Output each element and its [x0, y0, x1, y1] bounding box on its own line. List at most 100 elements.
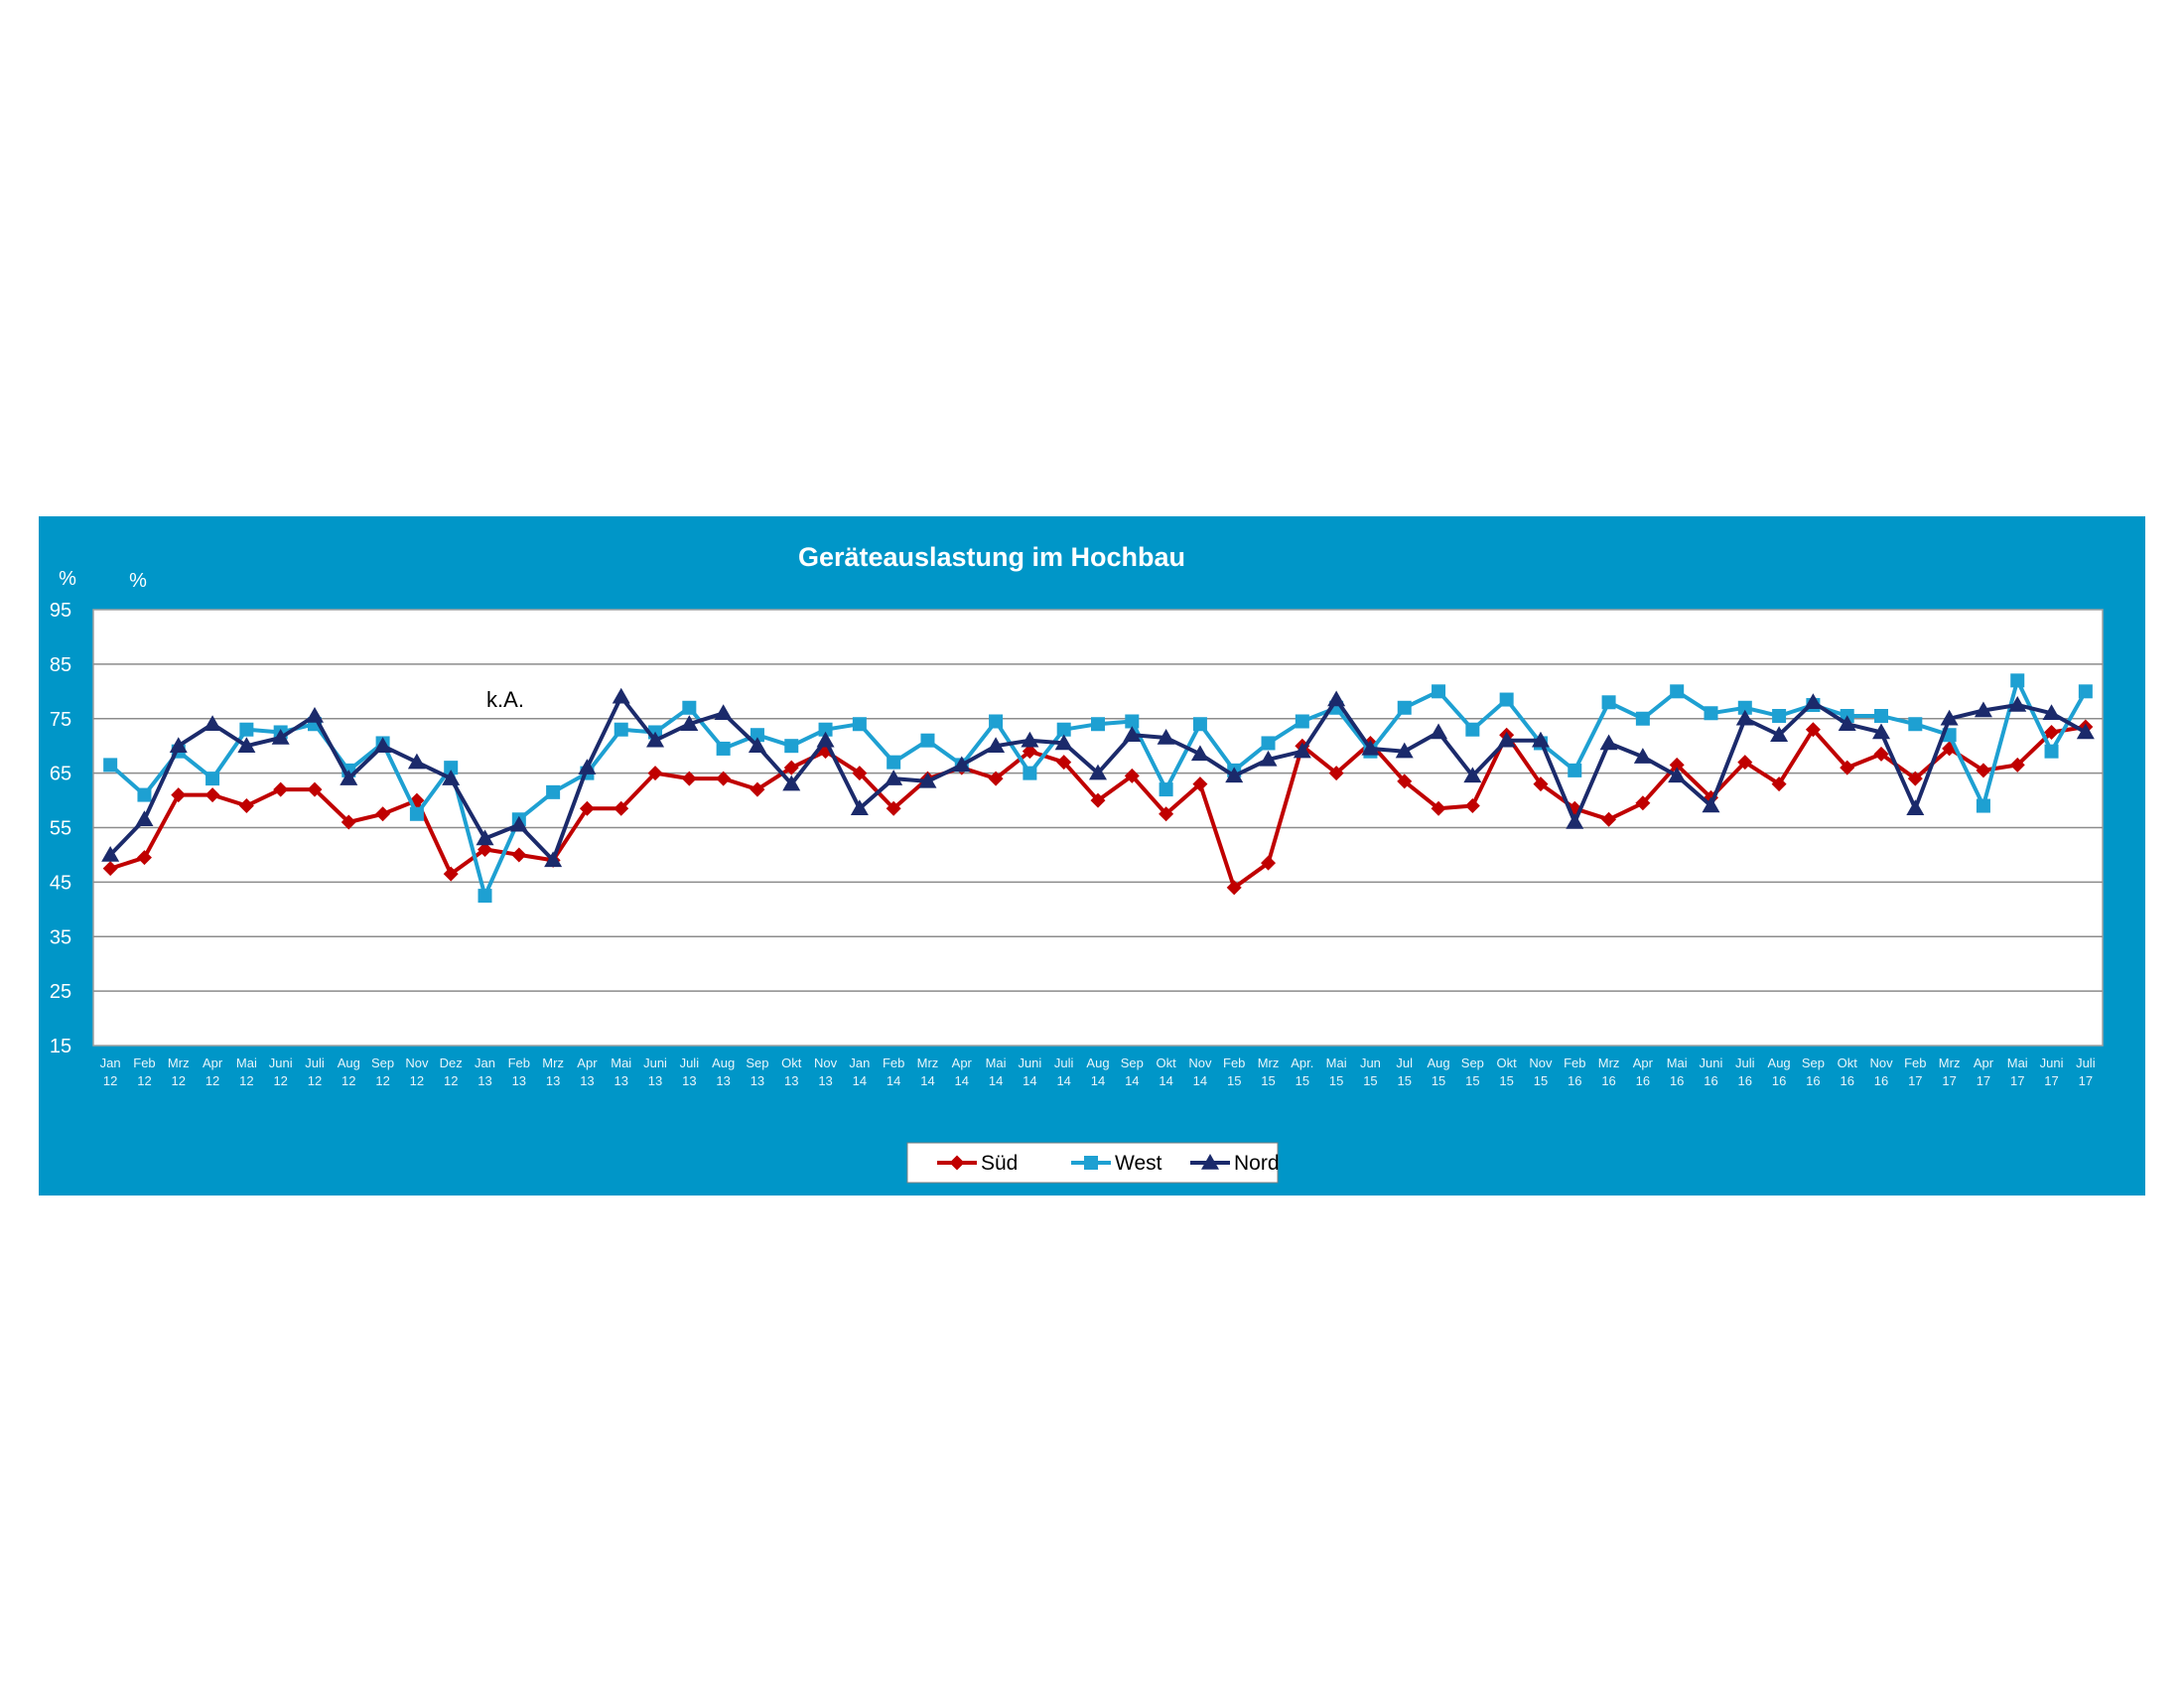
x-tick-label-year: 16: [1840, 1073, 1853, 1088]
data-point-sd: [238, 798, 254, 814]
data-point-sd: [1192, 776, 1208, 792]
x-tick-label-year: 17: [1908, 1073, 1922, 1088]
y-tick-label: 45: [50, 872, 71, 894]
data-point-sd: [307, 781, 323, 797]
x-tick-label-month: Aug: [338, 1055, 360, 1070]
data-point-nord: [1838, 715, 1856, 731]
x-tick-label-month: Mai: [611, 1055, 631, 1070]
x-tick-label-month: Okt: [1156, 1055, 1176, 1070]
data-point-nord: [1259, 750, 1278, 767]
data-point-west: [1670, 684, 1685, 699]
x-tick-label-year: 14: [989, 1073, 1003, 1088]
x-tick-label-year: 17: [1977, 1073, 1990, 1088]
x-tick-label-month: Feb: [1564, 1055, 1585, 1070]
y-tick-label: 65: [50, 764, 71, 785]
data-point-west: [2078, 684, 2093, 699]
data-point-sd: [681, 771, 697, 786]
x-tick-label-month: Nov: [1529, 1055, 1553, 1070]
data-point-sd: [988, 771, 1004, 786]
x-tick-label-year: 15: [1261, 1073, 1275, 1088]
x-tick-label-year: 14: [1193, 1073, 1207, 1088]
x-tick-label-year: 14: [853, 1073, 867, 1088]
data-point-nord: [1872, 723, 1891, 740]
x-tick-label-year: 12: [205, 1073, 219, 1088]
data-point-nord: [1735, 709, 1754, 726]
data-point-nord: [1430, 723, 1448, 740]
x-tick-label-year: 15: [1534, 1073, 1548, 1088]
legend-label: Süd: [981, 1152, 1018, 1175]
x-tick-label-month: Mai: [1667, 1055, 1688, 1070]
x-tick-label-month: Mrz: [1939, 1055, 1961, 1070]
x-tick-label-month: Mrz: [168, 1055, 190, 1070]
x-tick-label-month: Juli: [1054, 1055, 1074, 1070]
data-point-west: [750, 728, 764, 743]
x-tick-label-month: Mai: [1326, 1055, 1347, 1070]
x-tick-label-month: Nov: [1869, 1055, 1893, 1070]
x-tick-label-month: Feb: [1904, 1055, 1926, 1070]
x-tick-label-year: 13: [648, 1073, 662, 1088]
data-point-nord: [1633, 748, 1652, 764]
x-tick-label-year: 13: [716, 1073, 730, 1088]
x-tick-label-year: 13: [751, 1073, 764, 1088]
data-point-west: [818, 722, 833, 737]
x-tick-label-month: Mrz: [1258, 1055, 1280, 1070]
x-tick-label-year: 15: [1398, 1073, 1412, 1088]
data-point-nord: [1940, 709, 1959, 726]
x-tick-label-year: 15: [1432, 1073, 1445, 1088]
x-tick-label-year: 14: [1023, 1073, 1036, 1088]
data-point-west: [716, 741, 731, 756]
data-point-sd: [647, 766, 663, 781]
data-point-sd: [171, 787, 187, 803]
data-point-nord: [1225, 767, 1244, 783]
y-tick-label: 55: [50, 818, 71, 840]
x-tick-label-month: Juni: [1018, 1055, 1041, 1070]
data-point-west: [1432, 684, 1446, 699]
x-tick-label-year: 14: [1056, 1073, 1070, 1088]
data-point-west: [1261, 736, 1276, 751]
x-tick-label-year: 13: [818, 1073, 832, 1088]
data-point-nord: [1566, 813, 1584, 829]
x-tick-label-month: Aug: [712, 1055, 735, 1070]
x-tick-label-month: Mrz: [542, 1055, 564, 1070]
data-point-nord: [305, 707, 324, 723]
data-point-sd: [1397, 774, 1413, 789]
data-point-nord: [1054, 734, 1073, 751]
x-tick-label-month: Sep: [746, 1055, 768, 1070]
x-tick-label-year: 12: [239, 1073, 253, 1088]
data-point-sd: [1226, 880, 1242, 896]
data-point-west: [205, 772, 220, 786]
data-point-west: [1159, 782, 1173, 797]
data-point-nord: [135, 810, 154, 827]
data-point-west: [989, 714, 1004, 729]
legend-label: Nord: [1234, 1152, 1280, 1175]
data-point-sd: [1328, 766, 1344, 781]
data-point-sd: [852, 766, 868, 781]
legend-marker-sd: [949, 1155, 965, 1171]
data-point-nord: [1770, 726, 1789, 742]
data-point-west: [1397, 700, 1412, 715]
data-point-nord: [1974, 701, 1992, 718]
data-point-sd: [2044, 724, 2060, 740]
x-tick-label-year: 13: [784, 1073, 798, 1088]
x-tick-label-month: Jan: [475, 1055, 495, 1070]
data-point-sd: [1601, 811, 1617, 827]
data-point-nord: [373, 737, 392, 753]
x-tick-label-month: Juli: [305, 1055, 325, 1070]
data-point-nord: [680, 715, 699, 731]
data-point-nord: [816, 731, 835, 748]
data-point-west: [1056, 722, 1071, 737]
x-tick-label-year: 16: [1806, 1073, 1820, 1088]
y-axis-unit-label-secondary: %: [129, 570, 147, 592]
data-point-sd: [1771, 776, 1787, 792]
data-point-nord: [714, 704, 733, 721]
data-point-west: [1976, 798, 1990, 813]
y-tick-label: 95: [50, 600, 71, 622]
y-axis-unit-label: %: [59, 568, 76, 590]
x-tick-label-year: 12: [444, 1073, 458, 1088]
x-tick-label-year: 16: [1601, 1073, 1615, 1088]
data-point-west: [1192, 717, 1207, 732]
data-point-nord: [2076, 723, 2095, 740]
x-tick-label-year: 17: [2044, 1073, 2058, 1088]
y-tick-label: 15: [50, 1036, 71, 1057]
data-point-west: [137, 787, 152, 802]
